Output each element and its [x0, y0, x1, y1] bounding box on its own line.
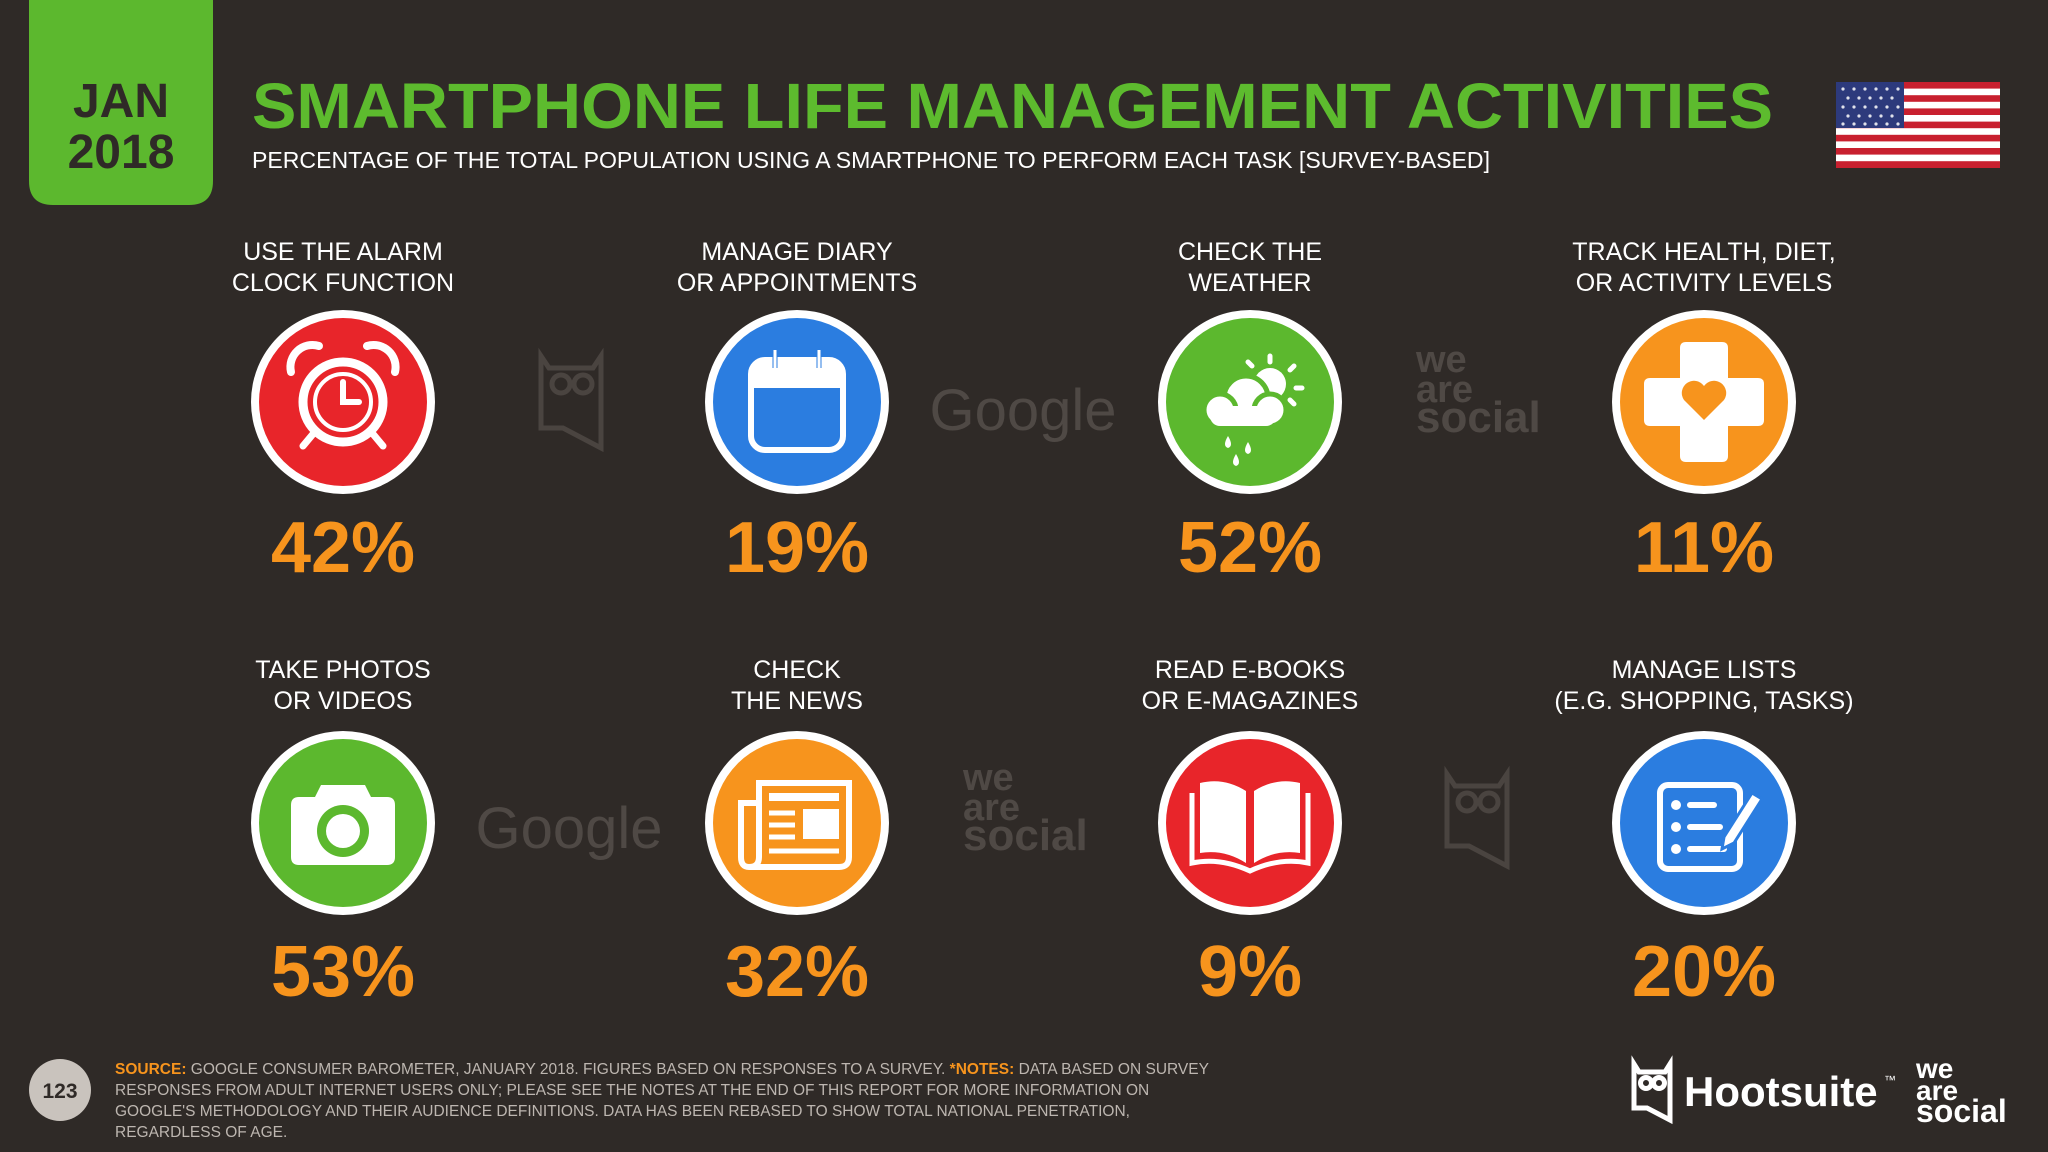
- us-flag: [1836, 82, 2000, 168]
- news-icon: [705, 731, 889, 915]
- activity-value: 42%: [271, 508, 415, 588]
- google-watermark: Google: [929, 378, 1116, 443]
- activity-label: TAKE PHOTOS: [255, 656, 431, 684]
- activity-label: WEATHER: [1188, 269, 1311, 297]
- activity-label: MANAGE LISTS: [1612, 656, 1797, 684]
- activity-value: 20%: [1632, 932, 1776, 1012]
- partner-logo: social: [1916, 1093, 2007, 1129]
- list-icon: [1612, 731, 1796, 915]
- brand-name: Hootsuite: [1684, 1068, 1878, 1115]
- activity-label: MANAGE DIARY: [701, 238, 893, 266]
- owl-watermark: [1444, 765, 1510, 871]
- notes-label: *NOTES:: [949, 1061, 1015, 1078]
- owl-watermark: [538, 347, 604, 453]
- camera-icon: [251, 731, 435, 915]
- notes-text: DATA BASED ON SURVEY RESPONSES FROM ADUL…: [115, 1061, 1209, 1141]
- activity-value: 53%: [271, 932, 415, 1012]
- weather-icon: [1158, 310, 1342, 494]
- partner-logo: are: [1916, 1075, 1958, 1106]
- activity-label: OR APPOINTMENTS: [677, 269, 917, 297]
- source-label: SOURCE:: [115, 1061, 187, 1078]
- title: SMARTPHONE LIFE MANAGEMENT ACTIVITIES: [252, 70, 1773, 142]
- activity-value: 32%: [725, 932, 869, 1012]
- source-text: GOOGLE CONSUMER BAROMETER, JANUARY 2018.…: [190, 1061, 946, 1078]
- alarm-icon: [251, 310, 435, 494]
- partner-watermark: are: [963, 787, 1020, 829]
- badge-month: JAN: [73, 75, 169, 128]
- page-number: 123: [42, 1080, 77, 1103]
- activity-label: CHECK THE: [1178, 238, 1322, 266]
- activity-label: USE THE ALARM: [243, 238, 443, 266]
- subtitle: PERCENTAGE OF THE TOTAL POPULATION USING…: [252, 147, 1490, 173]
- partner-logo: we: [1915, 1053, 1953, 1084]
- activity-label: TRACK HEALTH, DIET,: [1572, 238, 1835, 266]
- activity-label: OR E-MAGAZINES: [1142, 687, 1359, 715]
- activity-value: 19%: [725, 508, 869, 588]
- partner-watermark: we: [962, 757, 1014, 799]
- google-watermark: Google: [475, 796, 662, 861]
- activity-value: 52%: [1178, 508, 1322, 588]
- partner-watermark: social: [1416, 393, 1541, 442]
- activity-value: 11%: [1634, 508, 1774, 588]
- activity-label: OR VIDEOS: [274, 687, 413, 715]
- activity-value: 9%: [1198, 932, 1302, 1012]
- page-number-badge: [29, 1059, 91, 1121]
- health-icon: [1612, 310, 1796, 494]
- activity-label: CLOCK FUNCTION: [232, 269, 454, 297]
- hootsuite-owl: [1631, 1055, 1673, 1125]
- source-note: SOURCE: GOOGLE CONSUMER BAROMETER, JANUA…: [115, 1059, 1230, 1143]
- partner-watermark: we: [1415, 339, 1467, 381]
- date-badge: [29, 0, 213, 205]
- activity-label: OR ACTIVITY LEVELS: [1576, 269, 1833, 297]
- activity-label: (E.G. SHOPPING, TASKS): [1554, 687, 1853, 715]
- badge-year: 2018: [68, 126, 175, 179]
- activity-label: CHECK: [753, 656, 841, 684]
- brand-trademark: ™: [1884, 1073, 1896, 1087]
- calendar-icon: [705, 310, 889, 494]
- partner-watermark: social: [963, 811, 1088, 860]
- partner-watermark: are: [1416, 369, 1473, 411]
- activity-label: THE NEWS: [731, 687, 863, 715]
- book-icon: [1158, 731, 1342, 915]
- activity-label: READ E-BOOKS: [1155, 656, 1345, 684]
